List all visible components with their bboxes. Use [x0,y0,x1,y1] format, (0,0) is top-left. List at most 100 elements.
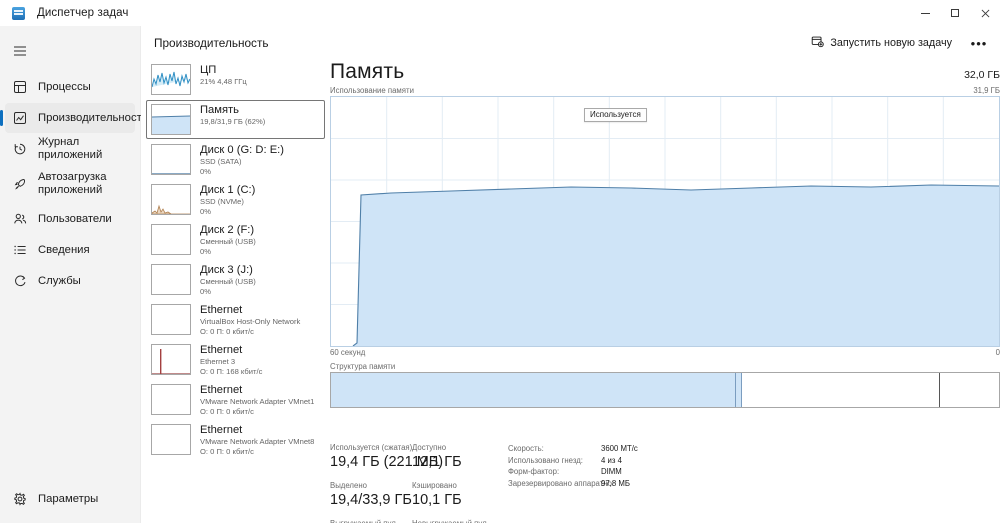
composition-segment-in-use [331,373,736,407]
stats-column-middle: Доступно 12,1 ГБ Кэшировано 10,1 ГБ Невы… [412,443,494,523]
stat-in-use: Используется (сжатая) 19,4 ГБ (221 МБ) [330,443,443,472]
graph-max-label: 31,9 ГБ [973,86,1000,95]
run-new-task-button[interactable]: Запустить новую задачу [803,31,960,55]
list-item-ethernet-0-text: Ethernet VirtualBox Host-Only Network О:… [200,304,300,336]
stat-speed-key: Скорость: [508,444,544,453]
users-icon [12,211,28,227]
disk3-thumb [151,264,191,295]
list-item-cpu-text: ЦП 21% 4,48 ГГц [200,64,247,87]
stat-slots-used-key: Использовано гнезд: [508,455,583,465]
minimize-button[interactable] [910,0,940,26]
list-item-ethernet-1[interactable]: Ethernet Ethernet 3 О: 0 П: 168 кбит/с [146,340,325,379]
services-icon [12,273,28,289]
cpu-sparkline-thumb [151,64,191,95]
title-bar: Диспетчер задач [0,0,1000,26]
graph-axis-left-label: 60 секунд [330,348,366,357]
list-item-ethernet-0-title: Ethernet [200,304,243,316]
hamburger-icon [12,43,28,59]
new-task-icon [811,35,825,51]
sidebar-item-details[interactable]: Сведения [5,235,135,265]
panel-heading: Память 32,0 ГБ [330,60,1000,84]
sidebar: Процессы Производительность Журнал прило… [0,26,148,523]
task-manager-icon [12,6,25,20]
resource-list: ЦП 21% 4,48 ГГц Память 19,8/31,9 ГБ (62%… [146,60,325,520]
memory-stats: Используется (сжатая) 19,4 ГБ (221 МБ) В… [330,443,1000,523]
sidebar-item-settings[interactable]: Параметры [5,484,136,514]
graph-caption: Использование памяти [330,86,414,95]
sidebar-item-startup-apps[interactable]: Автозагрузка приложений [5,165,135,203]
stat-slots-used: Использовано гнезд: 4 из 4 [508,455,638,467]
sidebar-item-app-history[interactable]: Журнал приложений [5,134,135,164]
disk1-thumb [151,184,191,215]
graph-axis-row: 60 секунд 0 [330,348,1000,357]
composition-segment-free [940,373,999,407]
gear-icon [12,491,28,507]
stat-nonpaged-pool: Невыгружаемый пул 599 МБ [412,519,494,523]
close-button[interactable] [970,0,1000,26]
disk0-thumb [151,144,191,175]
stat-cached: Кэшировано 10,1 ГБ [412,481,494,510]
stat-in-use-label: Используется (сжатая) [330,443,413,452]
stat-speed-value: 3600 МТ/с [601,444,638,453]
ethernet-1-thumb [151,344,191,375]
list-item-ethernet-1-title: Ethernet [200,344,243,356]
list-item-disk0-title: Диск 0 (G: D: E:) [200,144,284,156]
list-item-disk2-sub2: 0% [200,246,211,256]
stat-available-label: Доступно [412,443,447,452]
list-item-ethernet-0[interactable]: Ethernet VirtualBox Host-Only Network О:… [146,300,325,339]
list-item-ethernet-3[interactable]: Ethernet VMware Network Adapter VMnet8 О… [146,420,325,459]
list-item-disk0-sub1: SSD (SATA) [200,157,242,166]
sidebar-item-users[interactable]: Пользователи [5,204,135,234]
list-item-ethernet-3-sub1: VMware Network Adapter VMnet8 [200,437,315,446]
sidebar-item-services[interactable]: Службы [5,266,135,296]
list-item-memory-title: Память [200,104,239,116]
list-item-ethernet-2-sub1: VMware Network Adapter VMnet1 [200,397,315,406]
list-item-disk3-title: Диск 3 (J:) [200,264,253,276]
sidebar-item-performance[interactable]: Производительность [0,103,148,133]
stat-paged-pool: Выгружаемый пул 752 МБ [330,519,412,523]
performance-icon [12,110,28,126]
sidebar-label-settings: Параметры [38,492,99,505]
list-item-ethernet-2-sub2: О: 0 П: 0 кбит/с [200,406,254,416]
ethernet-2-thumb [151,384,191,415]
list-item-memory[interactable]: Память 19,8/31,9 ГБ (62%) [146,100,325,139]
sidebar-label-users: Пользователи [38,212,112,225]
list-item-cpu-title: ЦП [200,64,217,76]
stat-available-value: 12,1 ГБ [412,454,462,470]
list-item-disk1-title: Диск 1 (C:) [200,184,256,196]
list-item-disk2[interactable]: Диск 2 (F:) Сменный (USB) 0% [146,220,325,259]
sidebar-label-app-history: Журнал приложений [38,136,103,161]
window-title: Диспетчер задач [37,7,129,19]
menu-toggle-button[interactable] [5,36,135,66]
list-item-disk3[interactable]: Диск 3 (J:) Сменный (USB) 0% [146,260,325,299]
list-item-disk1[interactable]: Диск 1 (C:) SSD (NVMe) 0% [146,180,325,219]
memory-usage-plot [331,97,999,346]
list-item-disk2-title: Диск 2 (F:) [200,224,255,236]
list-item-ethernet-3-sub2: О: 0 П: 0 кбит/с [200,446,254,456]
disk2-thumb [151,224,191,255]
sidebar-label-services: Службы [38,274,81,287]
stat-hardware-reserved: Зарезервировано аппаратно: 97,8 МБ [508,478,638,490]
sidebar-item-processes[interactable]: Процессы [5,72,135,102]
list-item-disk0-sub2: 0% [200,166,211,176]
sidebar-label-processes: Процессы [38,80,91,93]
stat-committed-value: 19,4/33,9 ГБ [330,492,412,508]
composition-caption: Структура памяти [330,362,396,371]
maximize-button[interactable] [940,0,970,26]
list-item-disk3-sub1: Сменный (USB) [200,277,256,286]
more-options-button[interactable]: ••• [970,35,988,51]
sidebar-label-performance: Производительность [38,111,148,124]
list-item-ethernet-2-title: Ethernet [200,384,243,396]
stats-column-left: Используется (сжатая) 19,4 ГБ (221 МБ) В… [330,443,443,523]
list-item-disk3-sub2: 0% [200,286,211,296]
page-title: Производительность [154,36,269,50]
stat-nonpaged-pool-label: Невыгружаемый пул [412,519,494,523]
list-item-cpu[interactable]: ЦП 21% 4,48 ГГц [146,60,325,99]
total-memory-value: 32,0 ГБ [964,69,1000,81]
list-item-disk0-text: Диск 0 (G: D: E:) SSD (SATA) 0% [200,144,284,176]
list-item-ethernet-2[interactable]: Ethernet VMware Network Adapter VMnet1 О… [146,380,325,419]
list-item-ethernet-3-title: Ethernet [200,424,243,436]
list-item-disk0[interactable]: Диск 0 (G: D: E:) SSD (SATA) 0% [146,140,325,179]
stat-cached-value: 10,1 ГБ [412,492,462,508]
